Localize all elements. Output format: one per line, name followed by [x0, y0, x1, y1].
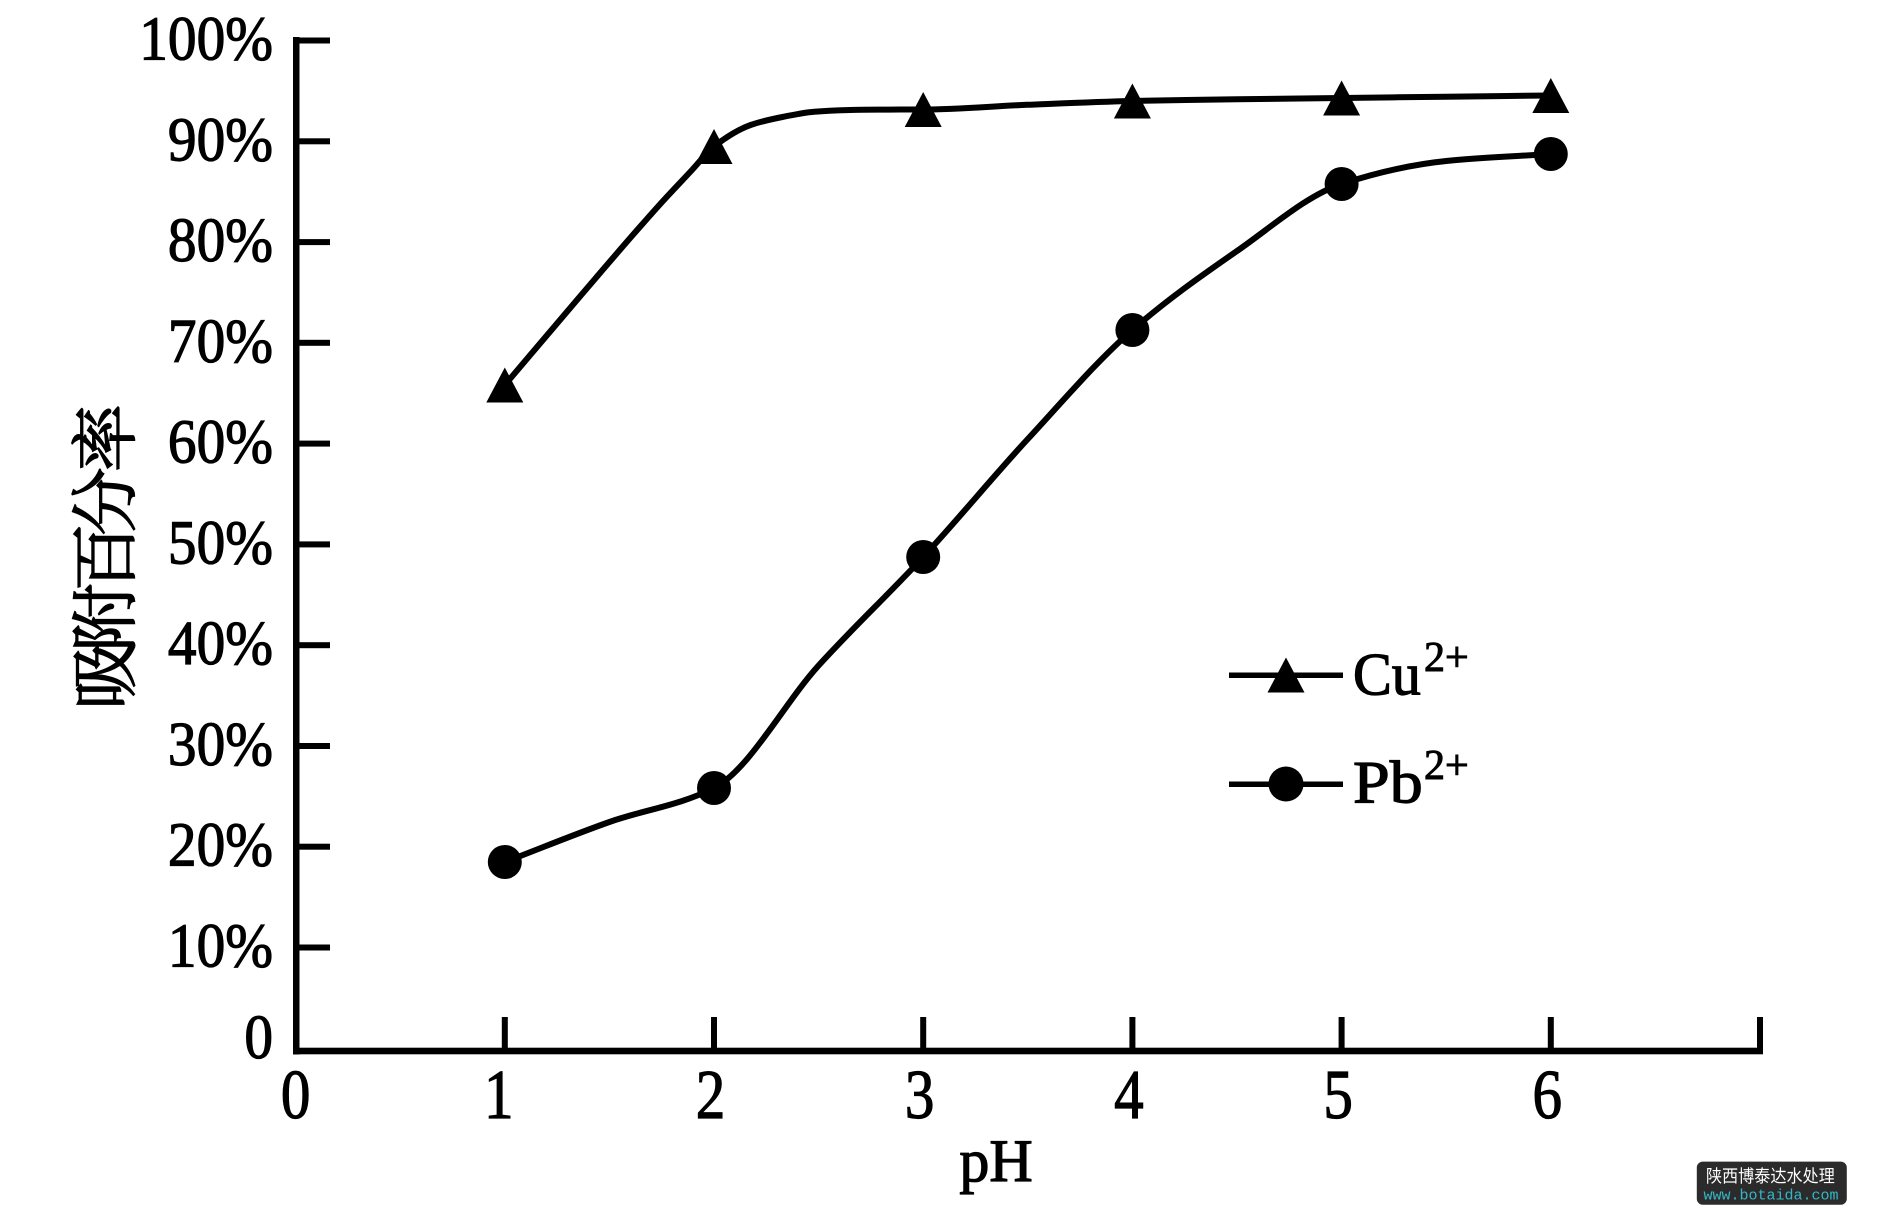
svg-text:2: 2: [696, 1057, 726, 1134]
svg-text:Cu: Cu: [1353, 641, 1421, 708]
svg-text:3: 3: [905, 1057, 935, 1134]
svg-text:80%: 80%: [168, 206, 273, 276]
svg-text:60%: 60%: [168, 407, 273, 477]
svg-text:www.botaida.com: www.botaida.com: [1703, 1188, 1838, 1205]
svg-text:30%: 30%: [168, 710, 273, 780]
svg-text:0: 0: [281, 1057, 311, 1134]
svg-text:90%: 90%: [168, 105, 273, 175]
svg-text:50%: 50%: [168, 508, 273, 578]
svg-text:20%: 20%: [168, 810, 273, 880]
svg-text:1: 1: [484, 1057, 514, 1134]
svg-text:40%: 40%: [168, 609, 273, 679]
svg-text:6: 6: [1533, 1057, 1563, 1134]
svg-text:10%: 10%: [168, 911, 273, 981]
svg-text:pH: pH: [959, 1128, 1032, 1194]
svg-text:4: 4: [1114, 1057, 1144, 1134]
svg-text:2+: 2+: [1424, 743, 1469, 789]
svg-text:100%: 100%: [139, 4, 273, 74]
svg-text:5: 5: [1323, 1057, 1353, 1134]
svg-text:Pb: Pb: [1353, 749, 1423, 816]
svg-text:70%: 70%: [168, 306, 273, 376]
svg-text:2+: 2+: [1424, 635, 1469, 681]
svg-text:0: 0: [244, 1003, 273, 1073]
